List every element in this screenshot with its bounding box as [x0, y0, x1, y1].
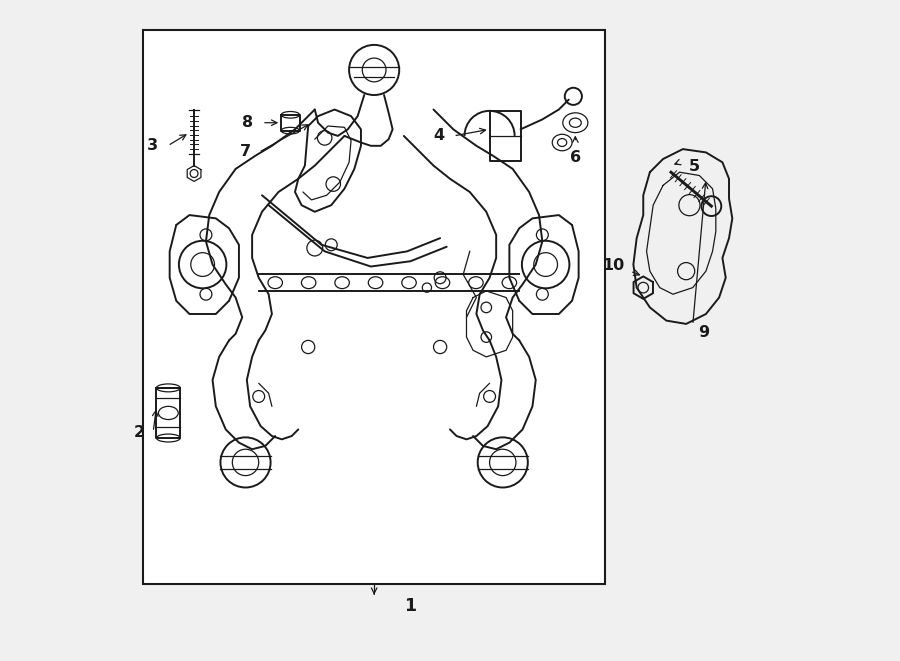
Text: 9: 9 [698, 325, 709, 340]
Text: 4: 4 [434, 128, 445, 143]
Text: 3: 3 [148, 138, 158, 153]
Text: 10: 10 [602, 258, 625, 274]
Text: 8: 8 [242, 115, 254, 130]
Text: 5: 5 [688, 159, 700, 175]
Bar [143, 30, 605, 584]
Text: 1: 1 [404, 598, 416, 615]
Text: 7: 7 [239, 143, 251, 159]
Text: 2: 2 [134, 424, 145, 440]
Text: 6: 6 [570, 151, 580, 165]
